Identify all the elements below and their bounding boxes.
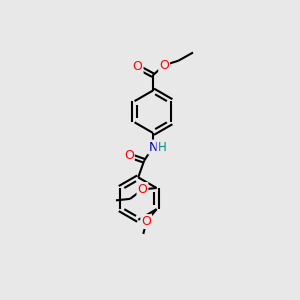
Text: O: O	[137, 183, 147, 196]
Text: O: O	[124, 149, 134, 162]
Text: O: O	[133, 61, 142, 74]
Text: H: H	[158, 141, 166, 154]
Text: O: O	[141, 215, 151, 228]
Text: O: O	[159, 59, 169, 72]
Text: N: N	[148, 141, 158, 154]
